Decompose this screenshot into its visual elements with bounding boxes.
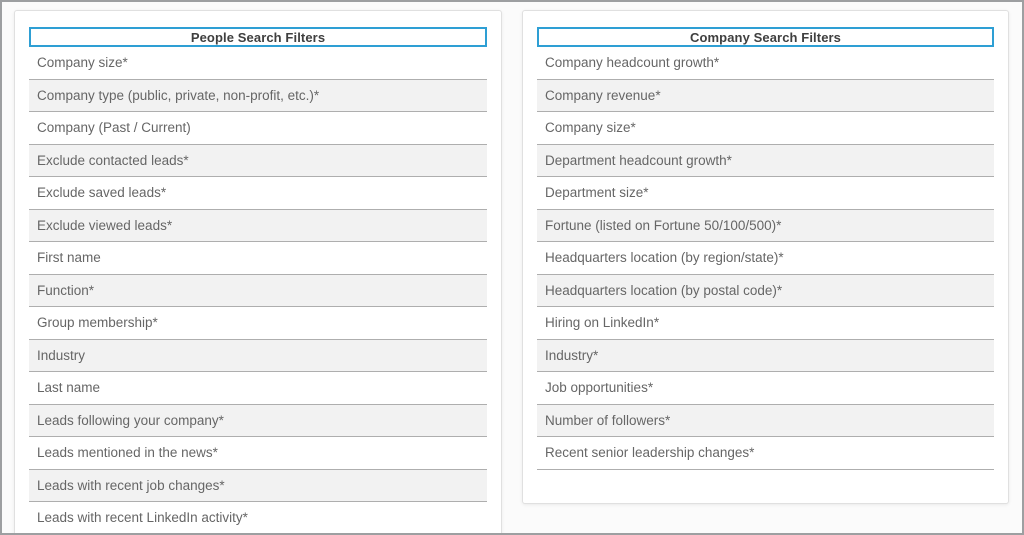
panel-title: People Search Filters [190, 29, 326, 45]
filter-row: Fortune (listed on Fortune 50/100/500)* [537, 209, 994, 242]
people-filter-list: Company size* Company type (public, priva… [29, 47, 487, 533]
filter-row: Headquarters location (by postal code)* [537, 274, 994, 307]
people-search-filters-header: People Search Filters [29, 27, 487, 47]
filter-row: Company (Past / Current) [29, 112, 487, 145]
people-search-filters-panel: People Search Filters Company size* Compa… [14, 10, 502, 533]
filter-row: Company size* [537, 112, 994, 145]
filter-row: Company size* [29, 47, 487, 80]
filter-row: Exclude saved leads* [29, 177, 487, 210]
filter-row: Group membership* [29, 307, 487, 340]
filter-row: Industry [29, 339, 487, 372]
filter-row: Department size* [537, 177, 994, 210]
filter-row: Leads mentioned in the news* [29, 437, 487, 470]
filter-row: Last name [29, 372, 487, 405]
filter-row: Leads with recent job changes* [29, 469, 487, 502]
filter-row: Exclude viewed leads* [29, 209, 487, 242]
filter-row: Leads following your company* [29, 404, 487, 437]
filter-row: Department headcount growth* [537, 144, 994, 177]
filter-row: Recent senior leadership changes* [537, 437, 994, 470]
filter-row: Hiring on LinkedIn* [537, 307, 994, 340]
filter-row: Headquarters location (by region/state)* [537, 242, 994, 275]
panel-title: Company Search Filters [689, 29, 842, 45]
filter-row: Company type (public, private, non-profi… [29, 79, 487, 112]
company-search-filters-panel: Company Search Filters Company headcount… [522, 10, 1009, 504]
company-filter-list: Company headcount growth* Company revenue… [537, 47, 994, 470]
filter-row: Number of followers* [537, 404, 994, 437]
filter-row: Function* [29, 274, 487, 307]
filter-row: Job opportunities* [537, 372, 994, 405]
filter-row: Company headcount growth* [537, 47, 994, 80]
filter-row: Exclude contacted leads* [29, 144, 487, 177]
filter-row: First name [29, 242, 487, 275]
filter-row: Leads with recent LinkedIn activity* [29, 502, 487, 533]
company-search-filters-header: Company Search Filters [537, 27, 994, 47]
filter-row: Industry* [537, 339, 994, 372]
filter-row: Company revenue* [537, 79, 994, 112]
